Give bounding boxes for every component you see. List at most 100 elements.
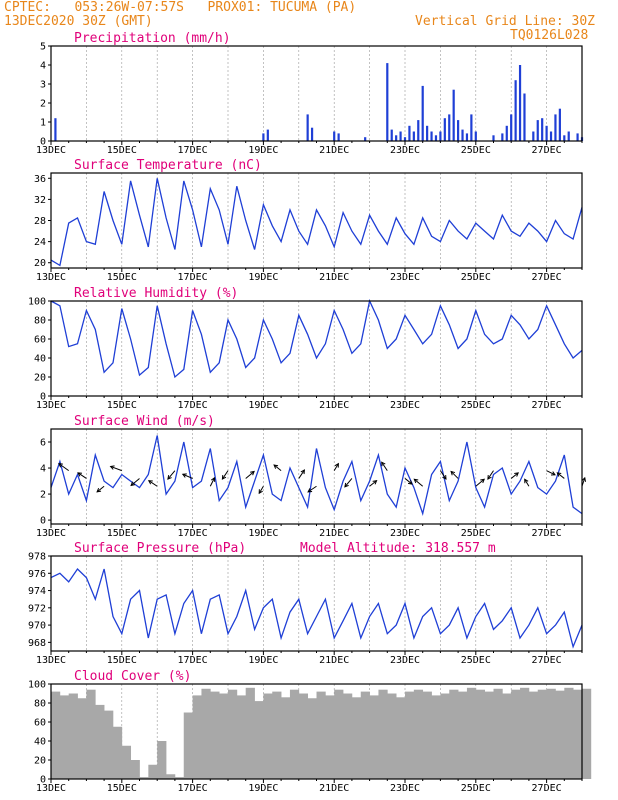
x-tick-label: 23DEC — [390, 400, 420, 411]
x-tick-label: 27DEC — [532, 655, 562, 666]
bar — [130, 760, 140, 779]
wind-arrow — [475, 478, 485, 487]
y-tick-label: 28 — [34, 216, 46, 227]
y-tick-label: 24 — [34, 237, 46, 248]
wind-arrow-head — [581, 476, 587, 482]
bar — [492, 135, 495, 141]
bar — [417, 120, 420, 141]
x-tick-label: 19DEC — [248, 528, 278, 539]
bar — [412, 131, 415, 141]
y-tick-label: 4 — [40, 464, 46, 475]
bar — [148, 764, 158, 779]
wind-arrow-head — [300, 469, 305, 475]
header-model-id: TQ0126L028 — [510, 28, 589, 43]
bar — [86, 689, 96, 779]
panel-annotation: Model Altitude: 318.557 m — [300, 541, 496, 556]
bar — [390, 129, 393, 141]
x-tick-label: 21DEC — [319, 145, 349, 156]
header-station: CPTEC: 053:26W-07:57S PROX01: TUCUMA (PA… — [4, 0, 357, 15]
x-tick-label: 15DEC — [107, 783, 137, 794]
wind-arrow-head — [487, 475, 492, 480]
wind-arrow — [404, 478, 413, 485]
y-tick-label: 6 — [40, 438, 46, 449]
bar — [484, 691, 494, 779]
bar — [121, 745, 132, 779]
x-tick-label: 21DEC — [319, 528, 349, 539]
bar — [219, 693, 229, 779]
series-line — [50, 435, 583, 516]
bar — [439, 131, 442, 141]
y-tick-label: 20 — [34, 756, 46, 767]
bar — [325, 695, 335, 779]
x-tick-label: 19DEC — [248, 272, 278, 283]
plot-frame — [50, 45, 583, 142]
y-tick-label: 60 — [34, 718, 46, 729]
wind-arrow-head — [344, 482, 349, 488]
wind-arrow-head — [334, 462, 339, 468]
bar — [405, 691, 415, 779]
wind-arrow-head — [413, 478, 419, 484]
y-tick-label: 0 — [40, 516, 46, 527]
x-tick-label: 21DEC — [319, 400, 349, 411]
wind-arrow-head — [514, 472, 520, 477]
chart-panel-5: 0 20 40 60 80 100 13DEC 15DEC 17DEC 19DEC 21DEC 23D… — [28, 669, 592, 794]
y-tick-label: 32 — [34, 195, 46, 206]
bar — [448, 114, 451, 141]
panel-title: Surface Pressure (hPa) — [74, 541, 246, 556]
bar — [520, 687, 530, 779]
series-line — [50, 178, 583, 267]
wind-arrow-head — [77, 472, 83, 477]
bar — [104, 710, 114, 779]
bar — [369, 695, 379, 779]
y-tick-label: 970 — [28, 621, 46, 632]
bar — [166, 774, 176, 779]
bar — [364, 137, 367, 141]
y-tick-label: 3 — [40, 80, 46, 91]
bar — [554, 114, 557, 141]
wind-arrow — [333, 463, 339, 471]
y-tick-label: 20 — [34, 258, 46, 269]
x-tick-label: 15DEC — [107, 400, 137, 411]
wind-arrow-head — [407, 480, 413, 485]
y-tick-label: 40 — [34, 737, 46, 748]
wind-arrow — [510, 472, 519, 479]
x-tick-label: 17DEC — [178, 400, 208, 411]
bar — [245, 687, 255, 779]
bar — [408, 125, 411, 141]
wind-arrow — [381, 461, 388, 471]
bar — [139, 777, 149, 779]
bar — [558, 108, 561, 141]
wind-arrow — [546, 470, 556, 476]
bar — [298, 693, 309, 779]
bar — [351, 697, 362, 779]
bar — [95, 704, 105, 779]
wind-arrow — [130, 478, 140, 486]
plot-frame — [50, 555, 583, 652]
bar — [281, 697, 291, 779]
panel-title: Precipitation (mm/h) — [74, 31, 231, 46]
bar — [426, 125, 429, 141]
bar — [307, 698, 317, 779]
bar — [573, 689, 583, 779]
y-tick-label: 2 — [40, 490, 46, 501]
bar — [316, 691, 326, 779]
wind-arrow — [450, 471, 459, 479]
chart-panel-0: 0 1 2 3 4 5 13DEC 15DEC 17DEC 19DEC 21DEC 23DEC 25DE… — [36, 31, 584, 156]
wind-arrow — [344, 478, 353, 488]
x-tick-label: 13DEC — [36, 655, 66, 666]
header-grid-line: Vertical Grid Line: 30Z — [415, 14, 596, 29]
x-tick-label: 23DEC — [390, 783, 420, 794]
panel-title: Cloud Cover (%) — [74, 669, 191, 684]
wind-arrow-head — [221, 475, 227, 480]
chart-panel-3: 0 2 4 6 13DEC 15DEC 17DEC 19DEC 21DEC 23DEC 25DEC 2… — [36, 414, 587, 539]
x-tick-label: 25DEC — [461, 400, 491, 411]
bar — [413, 689, 424, 779]
y-tick-label: 60 — [34, 335, 46, 346]
bar — [421, 85, 424, 141]
bar — [514, 80, 517, 141]
panel-title: Surface Wind (m/s) — [74, 414, 215, 429]
bar — [501, 133, 504, 141]
y-tick-label: 974 — [28, 586, 46, 597]
bar — [263, 693, 273, 779]
